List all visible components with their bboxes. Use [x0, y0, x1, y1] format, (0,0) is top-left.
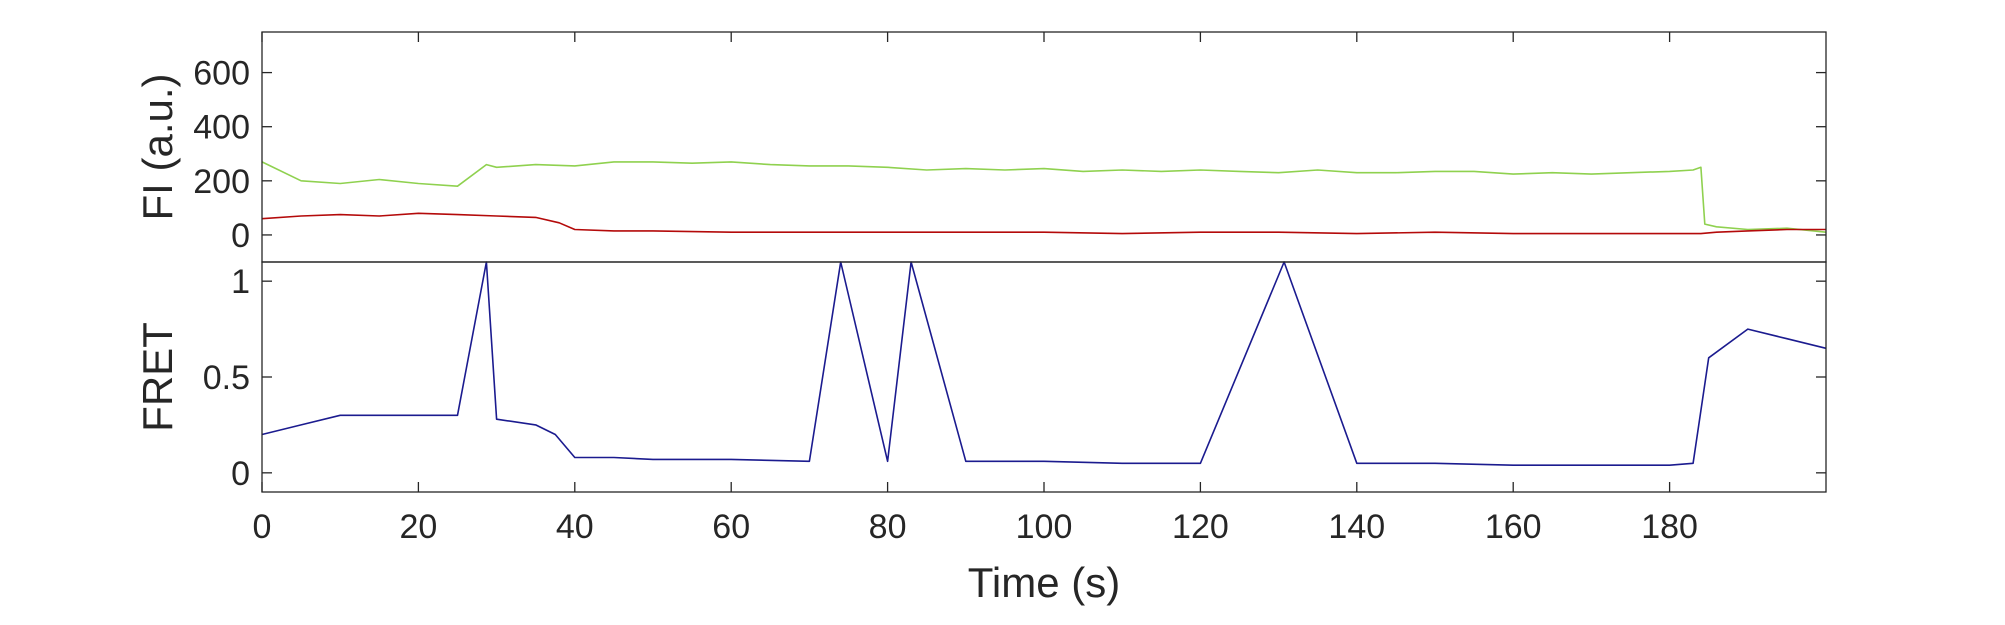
fluorescence-y-tick-label: 600 — [193, 55, 250, 93]
time-x-tick-label: 40 — [556, 508, 594, 546]
fluorescence-y-tick-label: 0 — [231, 217, 250, 255]
fret-y-axis-label: FRET — [134, 322, 181, 432]
fluorescence-y-axis-label: FI (a.u.) — [134, 73, 181, 220]
time-x-tick-label: 120 — [1172, 508, 1229, 546]
fluorescence-y-tick-label: 400 — [193, 109, 250, 147]
fret-traces — [261, 261, 1827, 467]
fluorescence-panel: 0 200 400 600 FI (a.u.) — [134, 31, 1827, 263]
fluorescence-series-2-line — [261, 212, 1826, 235]
fret-y-ticks: 00.51 — [203, 263, 1826, 493]
fluorescence-y-tick-label: 200 — [193, 163, 250, 201]
time-x-tick-label: 0 — [253, 508, 272, 546]
fret-y-tick-label: 0 — [231, 455, 250, 493]
fluorescence-y-ticks: 0 200 400 600 — [193, 55, 1826, 255]
time-x-tick-label: 160 — [1485, 508, 1542, 546]
time-x-axis-label: Time (s) — [968, 559, 1120, 606]
fret-panel: 00.51 0 20 40 60 80 100 120 140 160 180 FRET Time… — [134, 32, 1827, 606]
time-x-tick-label: 20 — [399, 508, 437, 546]
time-x-tick-label: 180 — [1641, 508, 1698, 546]
fret-series-1-line — [261, 261, 1827, 467]
fluorescence-traces — [261, 161, 1827, 235]
fret-y-tick-label: 0.5 — [203, 359, 250, 397]
time-x-tick-label: 80 — [869, 508, 907, 546]
fret-y-tick-label: 1 — [231, 263, 250, 301]
time-x-ticks: 0 20 40 60 80 100 120 140 160 180 — [253, 32, 1698, 546]
fluorescence-series-1-line — [261, 161, 1827, 233]
time-x-tick-label: 140 — [1328, 508, 1385, 546]
time-x-tick-label: 60 — [712, 508, 750, 546]
time-x-tick-label: 100 — [1016, 508, 1073, 546]
